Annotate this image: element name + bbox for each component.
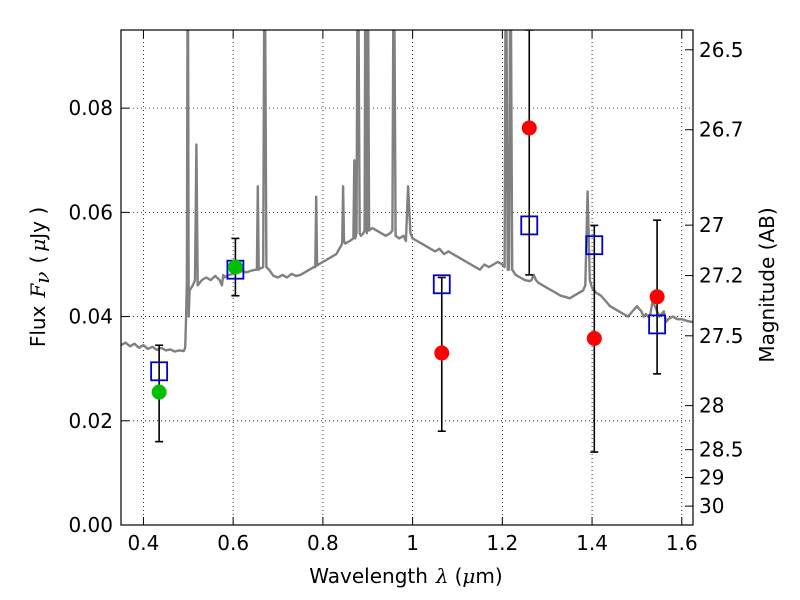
mag-tick-label: 27.2	[699, 264, 744, 288]
observed-flux-point	[227, 259, 243, 275]
y-tick-label: 0.06	[68, 200, 113, 224]
mag-tick-label: 28	[699, 394, 724, 418]
model-photometry-box	[432, 274, 451, 295]
x-tick-label: 1	[406, 531, 419, 555]
model-photometry-box	[150, 361, 169, 382]
model-spectrum-line	[121, 30, 693, 353]
model-photometry-box	[520, 215, 539, 236]
grid	[121, 30, 693, 525]
observed-flux-point	[586, 330, 602, 346]
observed-flux-point	[521, 120, 537, 136]
mag-tick-label: 30	[699, 494, 724, 518]
y-tick-label: 0.08	[68, 96, 113, 120]
x-axis-label: Wavelength λ (μm)	[309, 564, 502, 588]
observed-flux-point	[151, 384, 167, 400]
mag-tick-label: 27	[699, 213, 724, 237]
x-tick-label: 0.6	[217, 531, 249, 555]
y-axis-label: FluxFν(μJy )	[26, 207, 54, 347]
model-photometry-box	[585, 235, 604, 256]
model-photometry-box	[648, 314, 667, 335]
y-tick-label: 0.04	[68, 305, 113, 329]
plot-layer	[121, 30, 693, 453]
mag-tick-label: 28.5	[699, 438, 744, 462]
y-tick-label: 0.00	[68, 513, 113, 537]
plot-frame	[120, 29, 694, 526]
ticks	[121, 30, 693, 526]
x-tick-label: 1.4	[576, 531, 608, 555]
x-tick-label: 1.6	[666, 531, 698, 555]
tick-labels: 0.4 0.6 0.8 1 1.2 1.4 1.6 0.00 0.02 0.04 0.06 0.08 2…	[68, 38, 743, 555]
mag-tick-label: 26.5	[699, 38, 744, 62]
y2-axis-label: Magnitude (AB)	[755, 207, 779, 362]
observed-flux-point	[649, 289, 665, 305]
x-tick-label: 1.2	[486, 531, 518, 555]
mag-tick-label: 29	[699, 465, 724, 489]
x-tick-label: 0.8	[307, 531, 339, 555]
y-tick-label: 0.02	[68, 409, 113, 433]
mag-tick-label: 26.7	[699, 118, 744, 142]
mag-tick-label: 27.5	[699, 324, 744, 348]
observed-flux-point	[434, 345, 450, 361]
x-tick-label: 0.4	[128, 531, 160, 555]
